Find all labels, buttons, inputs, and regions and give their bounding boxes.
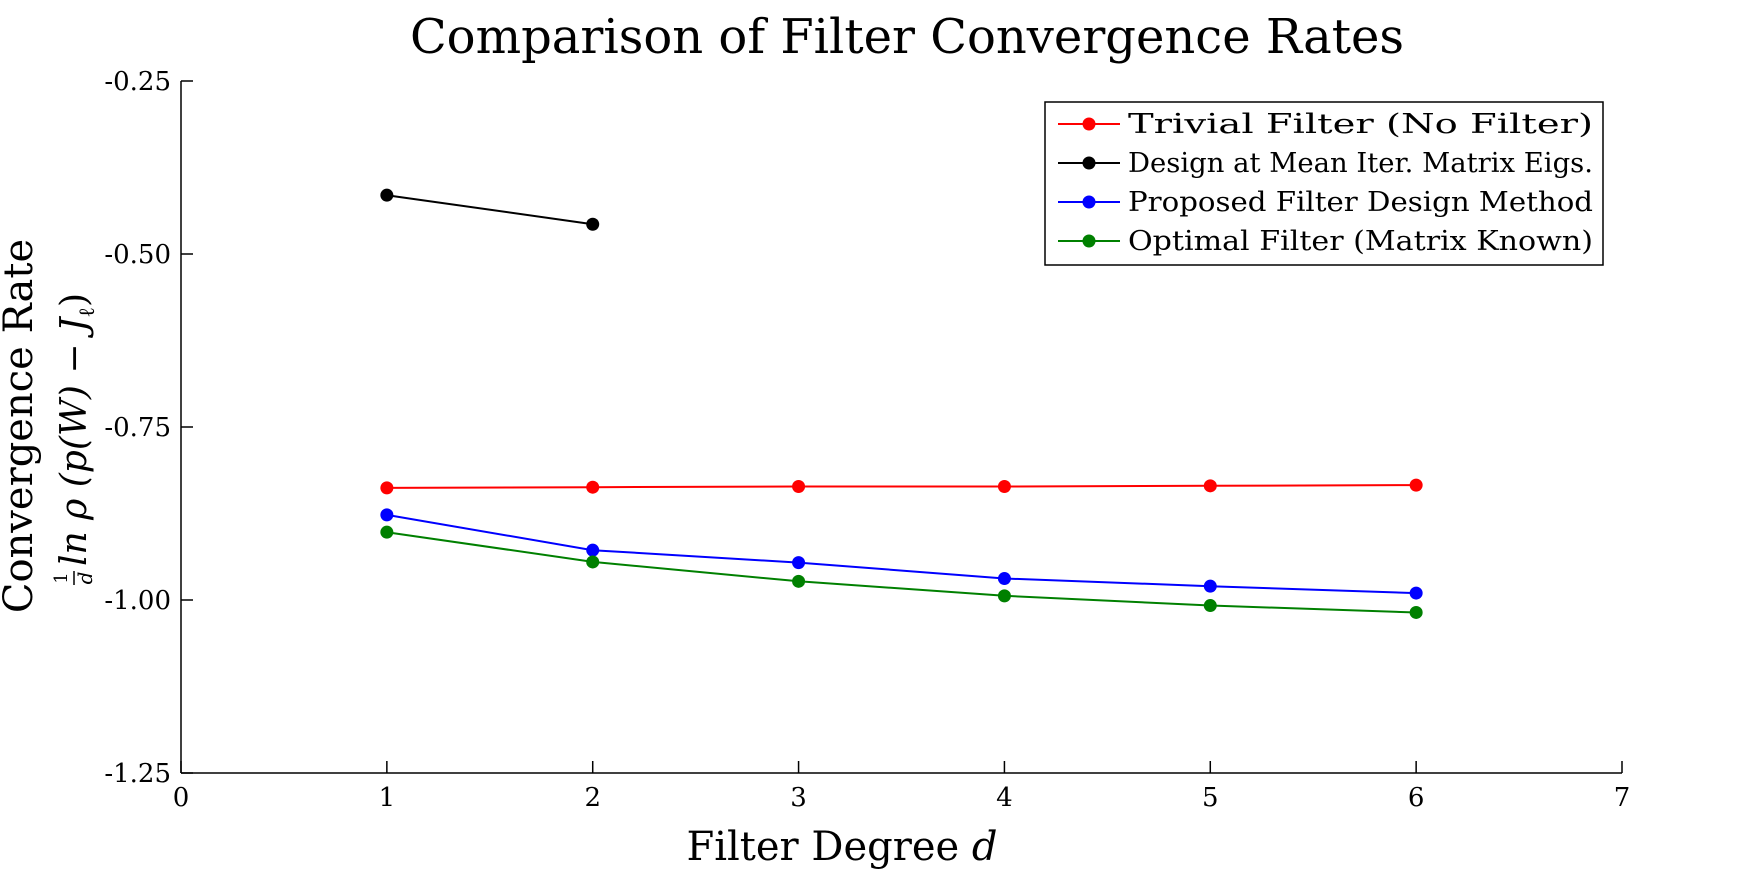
data-point [586,555,600,569]
data-point [380,508,394,522]
data-point [1409,586,1423,600]
series-4 [380,525,1423,619]
x-tick-label: 0 [173,783,190,813]
x-tick-label: 4 [996,783,1013,813]
data-point [1203,599,1217,613]
x-axis-label-var: d [972,824,998,870]
series-line [386,194,593,226]
legend-label: Optimal Filter (Matrix Known) [1128,226,1593,257]
legend-label: Proposed Filter Design Method [1128,187,1593,218]
legend-swatch-marker [1082,117,1096,131]
data-point [792,574,806,588]
data-point [997,589,1011,603]
series-line [386,513,1417,595]
y-axis-formula-group: 1 d ln ρ (p(W) − Jℓ) [51,293,100,585]
x-tick-label: 1 [379,783,396,813]
data-point [380,525,394,539]
data-point [792,556,806,570]
y-tick-label: -1.00 [104,586,171,616]
y-tick-label: -0.25 [104,67,171,97]
data-point [380,481,394,495]
y-formula-main: ln ρ (p(W) − J [54,315,95,566]
data-point [380,188,394,202]
x-axis-label-text: Filter Degree [686,824,971,870]
x-tick-label: 6 [1408,783,1425,813]
legend-label: Design at Mean Iter. Matrix Eigs. [1128,148,1593,179]
series-3 [380,508,1423,600]
x-tick-label: 7 [1614,783,1631,813]
y-formula-sub: ℓ [75,307,100,318]
legend-item: Optimal Filter (Matrix Known) [1058,226,1593,257]
data-point [586,217,600,231]
x-tick-label: 5 [1202,783,1219,813]
legend: Trivial Filter (No Filter) Design at Mean… [1044,101,1604,266]
data-point [586,480,600,494]
y-tick-label: -0.75 [104,413,171,443]
x-tick-label: 2 [584,783,601,813]
y-ticks: -0.25 -0.50 -0.75 -1.00 -1.25 [104,67,193,789]
series-line [386,531,1417,614]
data-point [1409,605,1423,619]
y-axis-label: Convergence Rate [0,239,42,613]
chart-title: Comparison of Filter Convergence Rates [410,9,1404,65]
legend-swatch-marker [1082,234,1096,248]
y-formula-numerator: 1 [51,572,72,583]
series-layer [380,188,1423,619]
legend-box [1044,101,1604,266]
legend-swatch-marker [1082,156,1096,170]
x-tick-label: 3 [790,783,807,813]
y-axis-label-group: Convergence Rate [0,239,42,613]
y-formula-denominator: d [73,572,97,585]
legend-item: Design at Mean Iter. Matrix Eigs. [1058,148,1593,179]
series-2 [380,188,600,231]
series-line [386,484,1417,489]
y-formula-close: ) [54,293,95,307]
data-point [997,572,1011,586]
legend-label: Trivial Filter (No Filter) [1128,109,1593,140]
data-point [792,480,806,494]
data-point [1203,479,1217,493]
x-ticks: 0 1 2 3 4 5 6 7 [173,761,1631,813]
legend-swatch-marker [1082,195,1096,209]
data-point [1203,579,1217,593]
y-tick-label: -0.50 [104,240,171,270]
data-point [997,480,1011,494]
legend-item: Trivial Filter (No Filter) [1058,109,1593,140]
x-axis-label: Filter Degree d [686,824,997,870]
data-point [586,543,600,557]
series-1 [380,478,1423,495]
legend-item: Proposed Filter Design Method [1058,187,1593,218]
y-formula-body: ln ρ (p(W) − Jℓ) [54,293,100,566]
data-point [1409,478,1423,492]
y-tick-label: -1.25 [104,759,171,789]
